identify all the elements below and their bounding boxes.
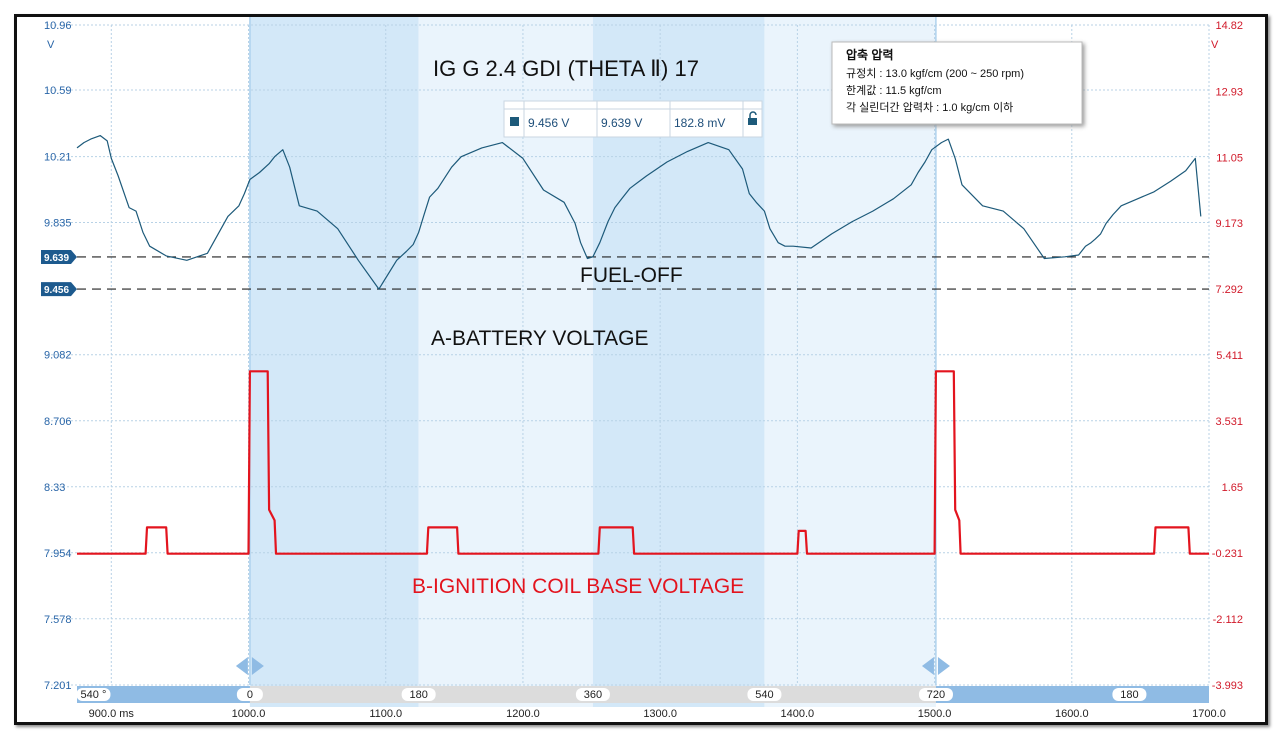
measurement-value-max: 9.639 V — [601, 116, 642, 130]
y-left-tick-label: 8.33 — [44, 482, 65, 494]
x-tick-label: 1400.0 — [781, 708, 815, 720]
note-line-2: 한계값 : 11.5 kgf/cm — [846, 84, 942, 97]
reference-lines: 9.639 9.456 — [41, 249, 1209, 297]
degree-bar-segment — [935, 686, 1209, 703]
note-line-1: 규정치 : 13.0 kgf/cm (200 ~ 250 rpm) — [846, 67, 1024, 80]
y-right-tick-label: 12.93 — [1215, 86, 1243, 98]
degree-label: 540 ° — [81, 689, 107, 701]
degree-marker[interactable] — [401, 688, 436, 701]
degree-marker[interactable] — [76, 688, 111, 701]
y-right-tick-label: -2.112 — [1213, 614, 1243, 626]
lock-icon[interactable] — [748, 111, 757, 125]
labels: IG G 2.4 GDI (THETA Ⅱ) 17 FUEL-OFF A-BAT… — [412, 56, 744, 598]
degree-label: 180 — [409, 689, 427, 701]
cursor-handle-icon[interactable] — [921, 657, 950, 675]
y-right-tick-label: 11.05 — [1216, 152, 1243, 164]
degree-marker[interactable] — [747, 688, 782, 701]
series-battery-voltage-line — [76, 134, 1202, 290]
x-tick-label: 1600.0 — [1055, 708, 1089, 720]
chart-title: IG G 2.4 GDI (THETA Ⅱ) 17 — [433, 56, 699, 81]
cursor-handle-icon[interactable] — [235, 657, 264, 675]
y-right-tick-label: -3.993 — [1212, 680, 1243, 692]
series-color-swatch — [510, 117, 519, 126]
y-right-tick-label: 14.82 — [1215, 20, 1243, 32]
x-tick-label: 1000.0 — [232, 708, 266, 720]
degree-label: 540 — [755, 689, 773, 701]
crank-degree-bar[interactable]: 540 ° 0 180 360 540 720 180 — [76, 657, 1209, 703]
reference-tag[interactable]: 9.639 — [41, 249, 77, 264]
y-right-unit: V — [1211, 39, 1219, 51]
y-right-tick-label: 9.173 — [1215, 218, 1243, 230]
degree-label: 720 — [927, 689, 945, 701]
y-left-tick-label: 7.578 — [44, 614, 72, 626]
degree-bar-segment — [77, 686, 250, 703]
annotation-battery-voltage: A-BATTERY VOLTAGE — [431, 327, 648, 350]
reference-label: 9.456 — [44, 285, 69, 296]
reference-tag[interactable]: 9.456 — [41, 282, 77, 297]
y-left-tick-label: 9.835 — [44, 218, 72, 230]
compression-pressure-note: 압축 압력 규정치 : 13.0 kgf/cm (200 ~ 250 rpm) … — [831, 41, 1083, 125]
degree-marker[interactable] — [575, 688, 610, 701]
x-tick-label: 1100.0 — [369, 708, 402, 720]
reference-label: 9.639 — [44, 253, 69, 264]
y-right-tick-label: 1.65 — [1222, 482, 1243, 494]
measurement-value-delta: 182.8 mV — [674, 116, 725, 130]
y-left-tick-label: 8.706 — [44, 416, 72, 428]
degree-label: 180 — [1120, 689, 1138, 701]
y-left-unit: V — [47, 39, 55, 51]
shaded-region — [764, 17, 936, 707]
measurement-box: 9.456 V 9.639 V 182.8 mV — [503, 100, 763, 138]
annotation-ignition-coil: B-IGNITION COIL BASE VOLTAGE — [412, 575, 744, 598]
y-right-tick-label: -0.231 — [1212, 548, 1243, 560]
degree-label: 0 — [247, 689, 253, 701]
x-tick-label: 1300.0 — [643, 708, 677, 720]
x-tick-label: 1500.0 — [918, 708, 952, 720]
y-left-tick-label: 7.954 — [44, 548, 72, 560]
note-title: 압축 압력 — [846, 47, 894, 62]
x-tick-label: 1700.0 — [1192, 708, 1226, 720]
degree-marker[interactable] — [1112, 688, 1147, 701]
series — [76, 134, 1209, 555]
chart: 9.639 9.456 10.96 10.59 10.21 9.835 9.082 8.70… — [41, 17, 1243, 720]
note-line-3: 각 실린더간 압력차 : 1.0 kg/cm 이하 — [846, 100, 1013, 114]
x-tick-label: 1200.0 — [506, 708, 540, 720]
y-left-tick-label: 9.082 — [44, 350, 72, 362]
x-tick-label: 900.0 ms — [89, 708, 135, 720]
y-left-tick-label: 10.96 — [44, 20, 72, 32]
degree-marker[interactable] — [918, 688, 953, 701]
y-right-tick-label: 7.292 — [1215, 284, 1243, 296]
oscilloscope-frame: 9.639 9.456 10.96 10.59 10.21 9.835 9.082 8.70… — [14, 14, 1268, 725]
shaded-region — [249, 17, 419, 707]
degree-label: 360 — [584, 689, 602, 701]
annotation-fuel-off: FUEL-OFF — [580, 264, 683, 287]
degree-marker[interactable] — [236, 688, 263, 701]
y-right-tick-label: 3.531 — [1215, 416, 1243, 428]
measurement-value-min: 9.456 V — [528, 116, 569, 130]
y-left-tick-label: 10.21 — [44, 152, 72, 164]
axes: 10.96 10.59 10.21 9.835 9.082 8.706 8.33 7.954 7… — [44, 20, 1243, 720]
series-ignition-coil-line — [77, 370, 1209, 555]
y-right-tick-label: 5.411 — [1216, 350, 1243, 362]
y-left-tick-label: 7.201 — [44, 680, 72, 692]
y-left-tick-label: 10.59 — [44, 85, 72, 97]
